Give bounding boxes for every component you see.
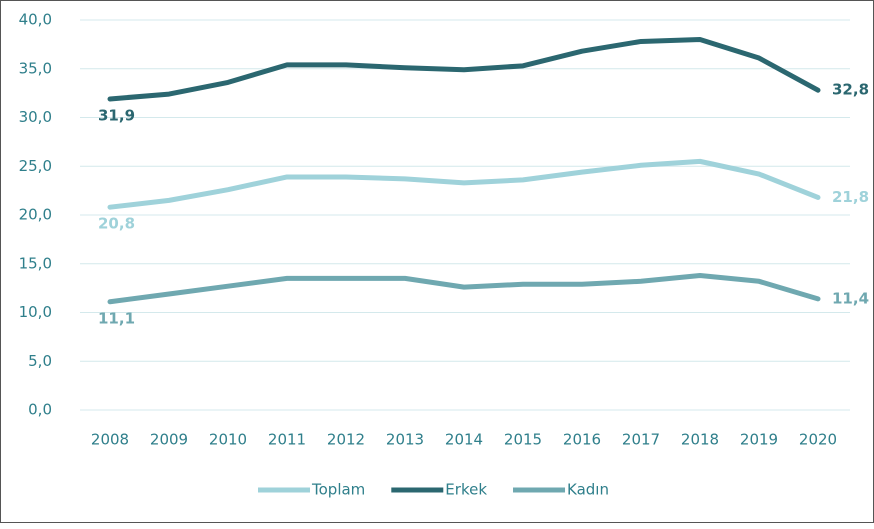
y-tick-label: 10,0: [19, 303, 52, 321]
x-tick-label: 2010: [209, 431, 247, 449]
x-tick-label: 2008: [91, 431, 129, 449]
legend-label: Erkek: [445, 481, 487, 499]
x-tick-label: 2009: [150, 431, 188, 449]
y-tick-label: 25,0: [19, 157, 52, 175]
y-tick-label: 15,0: [19, 254, 52, 272]
x-tick-label: 2020: [799, 431, 837, 449]
data-label: 11,1: [98, 309, 135, 327]
y-tick-label: 30,0: [19, 108, 52, 126]
x-tick-label: 2017: [622, 431, 660, 449]
x-tick-label: 2013: [386, 431, 424, 449]
data-label: 11,4: [832, 289, 869, 307]
legend-label: Toplam: [311, 481, 365, 499]
x-tick-label: 2018: [681, 431, 719, 449]
x-tick-label: 2012: [327, 431, 365, 449]
data-label: 20,8: [98, 215, 135, 233]
y-tick-label: 35,0: [19, 59, 52, 77]
legend-label: Kadın: [567, 481, 609, 499]
line: [107, 158, 821, 210]
y-tick-label: 40,0: [19, 11, 52, 29]
data-label: 31,9: [98, 106, 135, 124]
line: [107, 37, 821, 102]
line: [107, 272, 821, 305]
data-label: 21,8: [832, 188, 869, 206]
x-tick-label: 2016: [563, 431, 601, 449]
y-tick-label: 0,0: [28, 401, 52, 419]
x-tick-label: 2015: [504, 431, 542, 449]
x-tick-label: 2014: [445, 431, 483, 449]
x-tick-label: 2011: [268, 431, 306, 449]
y-tick-label: 5,0: [28, 352, 52, 370]
y-tick-label: 20,0: [19, 206, 52, 224]
data-label: 32,8: [832, 81, 869, 99]
x-tick-label: 2019: [740, 431, 778, 449]
